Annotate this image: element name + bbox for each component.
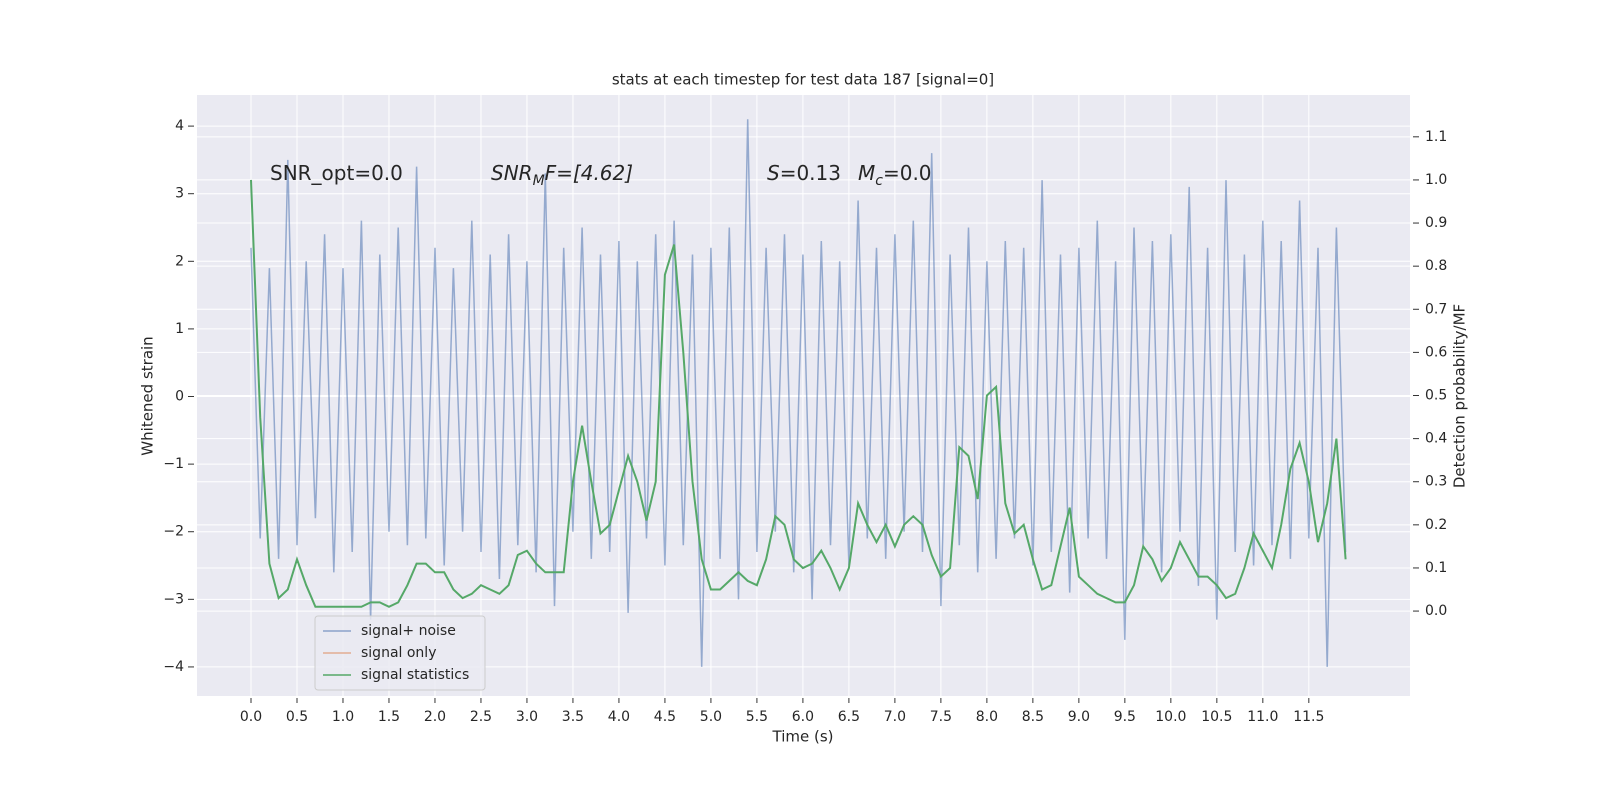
x-tick-label: 2.0 xyxy=(424,709,446,725)
x-tick-label: 5.0 xyxy=(700,709,722,725)
x-tick-label: 7.0 xyxy=(884,709,906,725)
x-tick-label: 5.5 xyxy=(746,709,768,725)
series-line xyxy=(250,119,1347,667)
x-tick-label: 4.0 xyxy=(608,709,630,725)
series-line xyxy=(250,179,1347,608)
y2-tick-label: 0.3 xyxy=(1425,474,1447,490)
annotation-part: F=[4.62] xyxy=(545,161,633,185)
annotation-part: SNR xyxy=(491,161,533,185)
y-axis-label: Whitened strain xyxy=(139,336,157,455)
y2-axis-label: Detection probability/MF xyxy=(1451,304,1469,488)
x-tick-label: 10.0 xyxy=(1155,709,1186,725)
y2-tick-label: 0.0 xyxy=(1425,603,1447,619)
x-tick-label: 2.5 xyxy=(470,709,492,725)
y-tick-label: 0 xyxy=(175,389,184,405)
annotation: S=0.13 Mc=0.0 xyxy=(767,161,932,189)
legend-label: signal only xyxy=(361,645,436,661)
y2-tick-label: 0.1 xyxy=(1425,560,1447,576)
x-tick-label: 8.5 xyxy=(1022,709,1044,725)
legend: signal+ noise signal only signal statistic… xyxy=(314,615,486,691)
annotation: SNRMF=[4.62] xyxy=(491,161,633,189)
x-tick-label: 11.5 xyxy=(1293,709,1324,725)
y-tick-label: −2 xyxy=(163,524,184,540)
x-tick-label: 9.0 xyxy=(1068,709,1090,725)
annotation-part: =0.13 xyxy=(780,161,841,185)
legend-box xyxy=(314,615,486,691)
y2-tick-label: 0.4 xyxy=(1425,431,1447,447)
y2-tick-label: 1.1 xyxy=(1425,129,1447,145)
x-tick-label: 4.5 xyxy=(654,709,676,725)
legend-label: signal statistics xyxy=(361,667,469,683)
x-tick-label: 9.5 xyxy=(1114,709,1136,725)
x-tick-label: 0.0 xyxy=(240,709,262,725)
x-tick-label: 6.5 xyxy=(838,709,860,725)
y2-tick-label: 0.7 xyxy=(1425,301,1447,317)
x-tick-label: 10.5 xyxy=(1201,709,1232,725)
y2-tick-label: 1.0 xyxy=(1425,172,1447,188)
annotation-part: c xyxy=(875,173,883,189)
y2-tick-label: 0.6 xyxy=(1425,344,1447,360)
x-tick-label: 3.5 xyxy=(562,709,584,725)
x-tick-label: 0.5 xyxy=(286,709,308,725)
x-tick-label: 3.0 xyxy=(516,709,538,725)
x-tick-label: 7.5 xyxy=(930,709,952,725)
x-tick-label: 1.0 xyxy=(332,709,354,725)
y-tick-label: 3 xyxy=(175,186,184,202)
annotation-part: M xyxy=(858,161,875,185)
x-tick-label: 6.0 xyxy=(792,709,814,725)
x-tick-label: 11.0 xyxy=(1247,709,1278,725)
y-tick-label: −4 xyxy=(163,659,184,675)
annotation-part: =0.0 xyxy=(883,161,932,185)
y-tick-label: −3 xyxy=(163,591,184,607)
y2-tick-label: 0.9 xyxy=(1425,215,1447,231)
y-tick-label: 1 xyxy=(175,321,184,337)
y-tick-label: 4 xyxy=(175,118,184,134)
marks xyxy=(250,119,1347,667)
chart-title: stats at each timestep for test data 187… xyxy=(612,71,994,89)
x-tick-label: 1.5 xyxy=(378,709,400,725)
annotation: SNR_opt=0.0 xyxy=(270,161,403,185)
annotation-part: M xyxy=(533,173,545,189)
x-axis-label: Time (s) xyxy=(772,728,834,746)
y2-tick-label: 0.5 xyxy=(1425,388,1447,404)
y-tick-label: −1 xyxy=(163,456,184,472)
y2-tick-label: 0.8 xyxy=(1425,258,1447,274)
y2-tick-label: 0.2 xyxy=(1425,517,1447,533)
legend-label: signal+ noise xyxy=(361,623,456,639)
annotation-part: S xyxy=(767,161,780,185)
x-tick-label: 8.0 xyxy=(976,709,998,725)
y-tick-label: 2 xyxy=(175,253,184,269)
